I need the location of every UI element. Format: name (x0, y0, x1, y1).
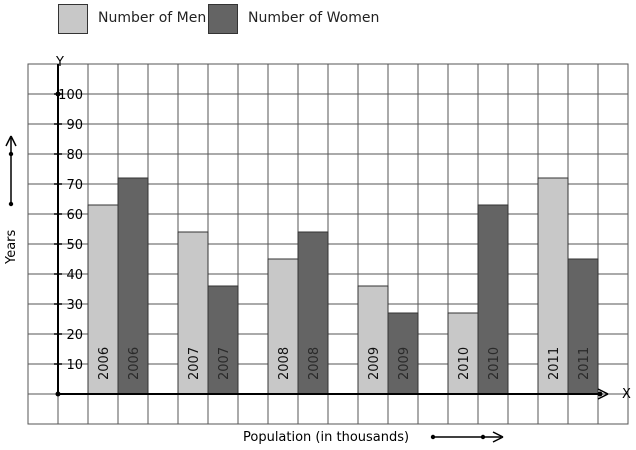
y-tick-label: 40 (66, 268, 83, 283)
y-title-arrow-head-left (5, 135, 12, 147)
bar-women-2007 (207, 285, 239, 395)
y-tick-labels: 10 20 30 40 50 60 70 80 90 100 (54, 88, 83, 373)
x-axis-arrow (597, 388, 609, 395)
y-tick-label: 50 (66, 238, 83, 253)
bar-label-women-2007: 2007 (217, 347, 232, 380)
bar-label-women-2010: 2010 (487, 347, 502, 380)
legend-men-label: Number of Men (98, 10, 207, 26)
bar-women-2009 (387, 312, 419, 395)
x-axis-title: Population (in thousands) (243, 430, 409, 445)
bar-women-2008 (297, 231, 329, 395)
x-axis-arrow-lower (597, 393, 609, 400)
bar-label-men-2009: 2009 (367, 347, 382, 380)
bar-label-women-2006: 2006 (127, 347, 142, 380)
bar-women-2006 (117, 177, 149, 395)
bar-label-women-2008: 2008 (307, 347, 322, 380)
y-tick-label: 20 (66, 328, 83, 343)
bar-label-men-2007: 2007 (187, 347, 202, 380)
y-tick-label: 70 (66, 178, 83, 193)
x-axis-end-dot (597, 391, 603, 397)
bar-label-women-2011: 2011 (577, 347, 592, 380)
y-tick-label: 90 (66, 118, 83, 133)
x-title-arrow-head-top (492, 431, 504, 438)
y-tick-label: 10 (66, 358, 83, 373)
chart-axes: X Y (55, 55, 631, 402)
bar-women-2011 (567, 258, 599, 395)
x-title-arrow-head-bottom (492, 436, 504, 443)
legend-women-swatch (208, 4, 238, 34)
bar-label-men-2008: 2008 (277, 347, 292, 380)
legend-women-label: Number of Women (248, 10, 380, 26)
bar-men-2010 (447, 312, 479, 395)
bar-label-men-2011: 2011 (547, 347, 562, 380)
x-title-arrow-dot-left (430, 434, 436, 440)
bar-label-women-2009: 2009 (397, 347, 412, 380)
legend-men-swatch (58, 4, 88, 34)
x-title-arrow-dot-right (480, 434, 486, 440)
y-title-arrow-head-right (10, 135, 17, 147)
bar-label-men-2006: 2006 (97, 347, 112, 380)
x-axis-title-group: Population (in thousands) (243, 430, 504, 445)
y-tick-label: 30 (66, 298, 83, 313)
bar-men-2011 (537, 177, 569, 395)
y-tick-label: 100 (58, 88, 83, 103)
y-title-arrow-dot-top (8, 151, 14, 157)
bar-label-men-2010: 2010 (457, 347, 472, 380)
y-tick-label: 80 (66, 148, 83, 163)
y-axis-title-group: Years (4, 135, 19, 265)
bar-men-2009 (357, 285, 389, 395)
chart-bars (87, 177, 599, 395)
bar-women-2010 (477, 204, 509, 395)
y-tick-label: 60 (66, 208, 83, 223)
x-axis-letter: X (622, 387, 631, 402)
y-title-arrow-dot-bottom (8, 201, 14, 207)
chart-bar-labels: 2006 2006 2007 2007 2008 2008 2009 2009 2010 2010… (97, 347, 592, 380)
y-axis-title: Years (4, 229, 19, 265)
y-axis-letter: Y (55, 55, 64, 70)
